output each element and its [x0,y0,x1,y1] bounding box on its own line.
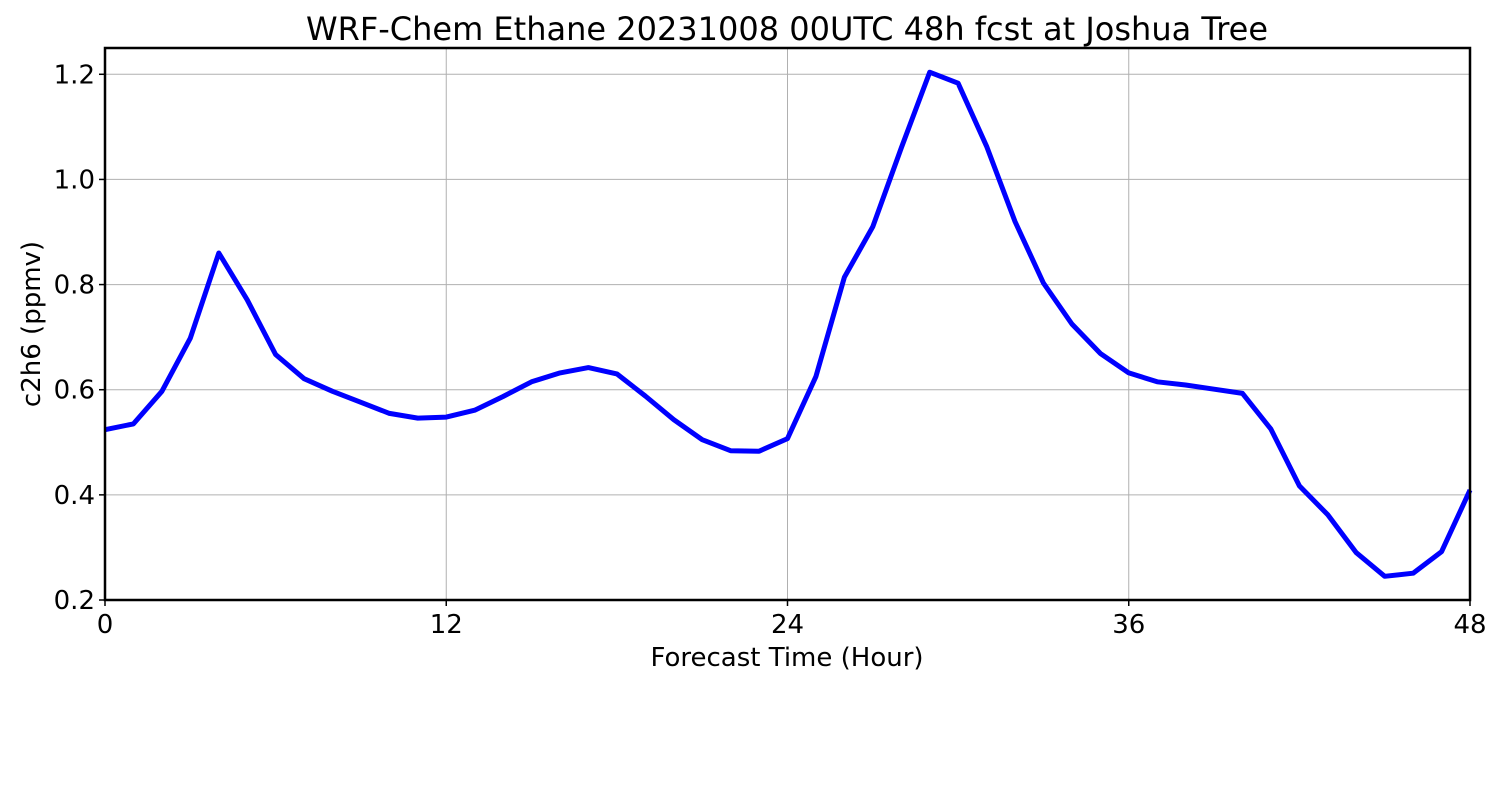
x-tick-label: 24 [771,610,804,640]
y-tick-label: 1.0 [54,165,95,195]
y-axis-label: c2h6 (ppmv) [17,241,47,407]
grid-lines [104,48,1471,601]
x-tick-label: 48 [1453,610,1486,640]
y-tick-label: 0.2 [54,586,95,616]
y-tick-label: 1.2 [54,60,95,90]
x-axis-label: Forecast Time (Hour) [650,643,923,673]
y-tick-label: 0.6 [54,376,95,406]
x-tick-label: 0 [97,610,114,640]
series-lines [104,69,1473,579]
y-axis-ticks: 0.2 0.4 0.6 0.8 1.0 1.2 [54,60,105,616]
x-tick-label: 36 [1112,610,1145,640]
x-tick-label: 12 [430,610,463,640]
y-tick-label: 0.4 [54,481,95,511]
y-tick-label: 0.8 [54,271,95,301]
x-axis-ticks: 0 12 24 36 48 [97,600,1487,640]
series-line [104,69,1473,579]
chart-title: WRF-Chem Ethane 20231008 00UTC 48h fcst … [306,10,1268,48]
